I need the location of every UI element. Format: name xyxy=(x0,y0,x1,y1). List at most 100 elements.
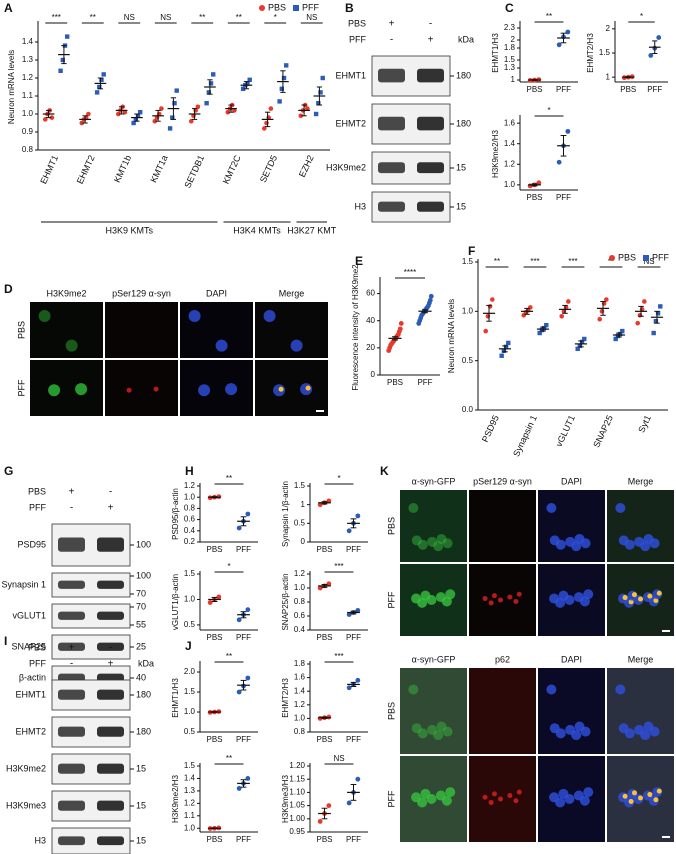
blot-band xyxy=(378,162,405,174)
y-tick-label: 1.0 xyxy=(504,180,516,189)
x-tick-label: PBS xyxy=(316,735,332,744)
data-point xyxy=(236,689,242,695)
x-tick-label: SETD5 xyxy=(258,154,279,185)
data-point xyxy=(58,68,63,73)
cell-blob xyxy=(427,536,438,547)
micrograph-column-label: Merge xyxy=(628,476,654,486)
significance-label: ** xyxy=(226,754,232,763)
blot-band xyxy=(97,611,124,620)
cell-blob xyxy=(435,592,446,603)
y-tick-label: 1.6 xyxy=(294,673,306,682)
significance-label: ** xyxy=(494,257,500,266)
blot-band xyxy=(97,537,124,552)
panel-letter: D xyxy=(4,282,13,296)
data-point xyxy=(195,104,201,110)
cell-blob xyxy=(411,792,422,803)
micrograph xyxy=(469,490,536,562)
micrograph xyxy=(400,490,467,562)
y-tick-label: 1.5 xyxy=(294,481,306,490)
y-tick-label: 0.8 xyxy=(294,597,306,606)
significance-label: ** xyxy=(199,13,205,22)
y-tick-label: 0.6 xyxy=(294,611,306,620)
data-point xyxy=(79,120,85,126)
data-point xyxy=(131,120,136,126)
y-tick-label: 40 xyxy=(366,316,375,325)
significance-label: ** xyxy=(608,257,614,266)
data-point xyxy=(597,316,603,322)
y-axis-label: vGLUT1/β-actin xyxy=(171,574,180,630)
cell-blob xyxy=(482,596,488,602)
significance-label: * xyxy=(227,562,230,571)
kda-value: 180 xyxy=(136,726,151,736)
cell-blob xyxy=(549,792,560,803)
data-point xyxy=(355,776,361,782)
data-point xyxy=(318,90,323,95)
data-point xyxy=(268,106,274,111)
micrograph xyxy=(105,360,178,416)
y-axis-label: EHMT1/H3 xyxy=(171,678,180,718)
cell-blob xyxy=(583,589,594,600)
data-point xyxy=(211,72,216,77)
cell-blob xyxy=(225,383,238,396)
y-tick-label: 2.3 xyxy=(504,23,516,32)
condition-mark: + xyxy=(389,19,395,30)
cell-blob xyxy=(305,385,311,391)
blot-band xyxy=(97,689,124,700)
significance-label: *** xyxy=(568,257,577,266)
kda-value: 15 xyxy=(456,201,466,211)
data-point xyxy=(316,101,321,106)
micrograph-row-label: PBS xyxy=(386,517,396,535)
y-tick-label: 1.2 xyxy=(184,798,196,807)
cell-blob xyxy=(75,383,88,396)
panel-letter: K xyxy=(380,464,389,478)
y-tick-label: 1.2 xyxy=(22,73,34,82)
y-tick-label: 1.5 xyxy=(462,257,474,266)
y-tick-label: 0.4 xyxy=(184,526,196,535)
y-tick-label: 0.5 xyxy=(184,727,196,736)
data-point xyxy=(642,299,647,304)
blot-band xyxy=(97,580,124,589)
data-point xyxy=(355,608,361,613)
data-point xyxy=(317,502,323,508)
cell-blob xyxy=(497,796,503,802)
data-point xyxy=(245,81,250,86)
legend-marker xyxy=(259,5,265,11)
cell-blob xyxy=(565,724,576,735)
cell-blob xyxy=(445,787,456,798)
cell-blob xyxy=(491,791,497,797)
blot-band xyxy=(58,800,85,811)
x-tick-label: KMT2C xyxy=(221,153,243,185)
y-tick-label: 0.5 xyxy=(184,620,196,629)
x-tick-label: PBS xyxy=(526,193,542,202)
significance-label: *** xyxy=(334,652,343,661)
y-axis-label: Neuron mRNA levels xyxy=(7,50,16,124)
y-tick-label: 1.0 xyxy=(294,714,306,723)
cell-blob xyxy=(497,597,503,603)
cell-blob xyxy=(278,386,284,392)
data-point xyxy=(579,339,585,345)
panel-letter: F xyxy=(468,244,475,258)
cell-blob xyxy=(565,536,576,547)
data-point xyxy=(317,819,323,824)
band-label: EHMT1 xyxy=(335,70,366,80)
cell-blob xyxy=(615,503,626,513)
x-tick-label: PBS xyxy=(526,85,542,94)
data-point xyxy=(170,115,175,120)
blot-band xyxy=(58,836,85,846)
micrograph-row-label: PBS xyxy=(16,321,26,339)
data-point xyxy=(346,685,352,691)
cell-blob xyxy=(656,590,662,596)
cell-blob xyxy=(417,728,428,739)
cell-blob xyxy=(634,724,645,735)
micrograph-column-label: α-syn-GFP xyxy=(412,654,456,664)
data-point xyxy=(245,776,251,781)
data-point xyxy=(582,336,587,342)
micrograph-column-label: DAPI xyxy=(561,654,582,664)
x-tick-label: PBS xyxy=(316,545,332,554)
condition-mark: + xyxy=(108,659,114,670)
band-label: β-actin xyxy=(19,672,46,682)
data-point xyxy=(277,99,282,104)
y-tick-label: 0.8 xyxy=(22,145,34,154)
data-point xyxy=(313,111,319,117)
band-label: H3K9me3 xyxy=(6,800,46,810)
